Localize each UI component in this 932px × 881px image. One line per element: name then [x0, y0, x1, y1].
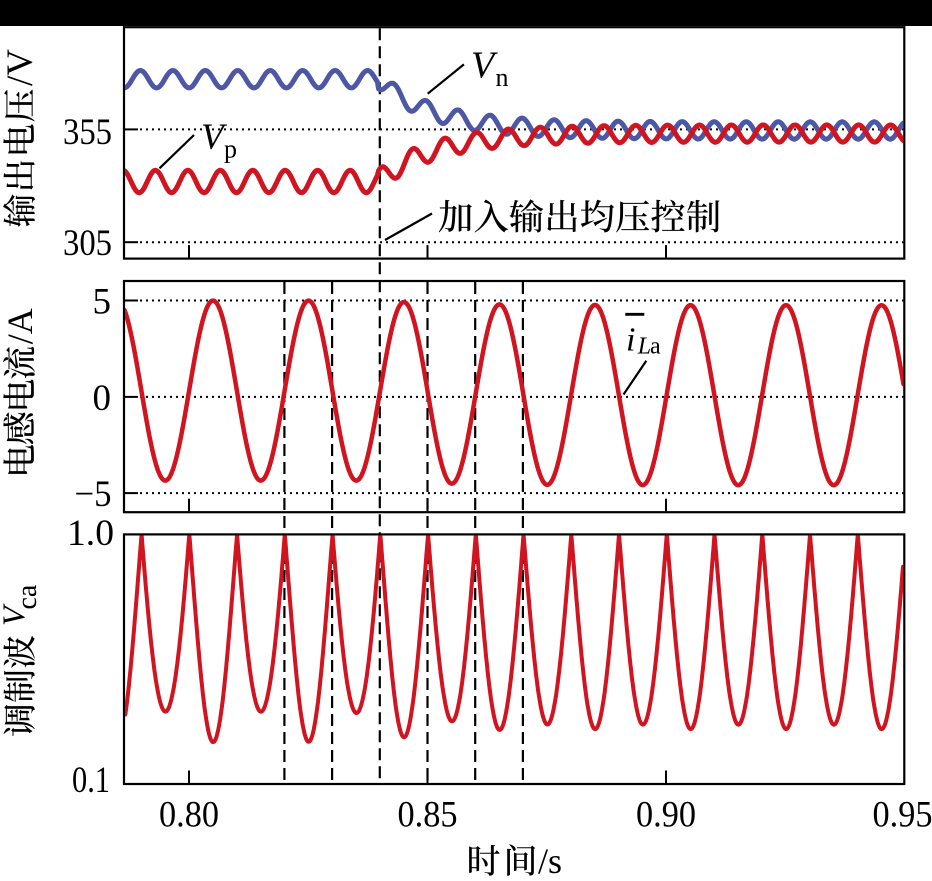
- svg-text:i: i: [626, 322, 635, 359]
- svg-text:ca: ca: [12, 584, 43, 609]
- svg-text:0: 0: [93, 378, 112, 419]
- svg-text:a: a: [650, 334, 661, 360]
- svg-text:/A: /A: [0, 308, 40, 344]
- svg-text:p: p: [224, 135, 237, 164]
- svg-text:−5: −5: [75, 474, 112, 515]
- svg-text:0.80: 0.80: [159, 794, 219, 835]
- svg-text:V: V: [0, 603, 32, 626]
- svg-text:1.0: 1.0: [67, 513, 114, 554]
- svg-text:/V: /V: [0, 49, 41, 86]
- svg-text:0.90: 0.90: [636, 794, 696, 835]
- svg-text:305: 305: [63, 223, 112, 264]
- svg-text:355: 355: [63, 112, 112, 153]
- svg-text:0.1: 0.1: [72, 760, 110, 801]
- svg-text:/s: /s: [538, 841, 562, 881]
- svg-text:L: L: [637, 334, 651, 360]
- svg-text:V: V: [471, 45, 498, 87]
- svg-text:n: n: [496, 63, 509, 92]
- svg-text:V: V: [201, 117, 228, 158]
- svg-text:5: 5: [93, 282, 112, 323]
- svg-text:0.85: 0.85: [398, 794, 458, 835]
- svg-text:0.95: 0.95: [873, 794, 932, 835]
